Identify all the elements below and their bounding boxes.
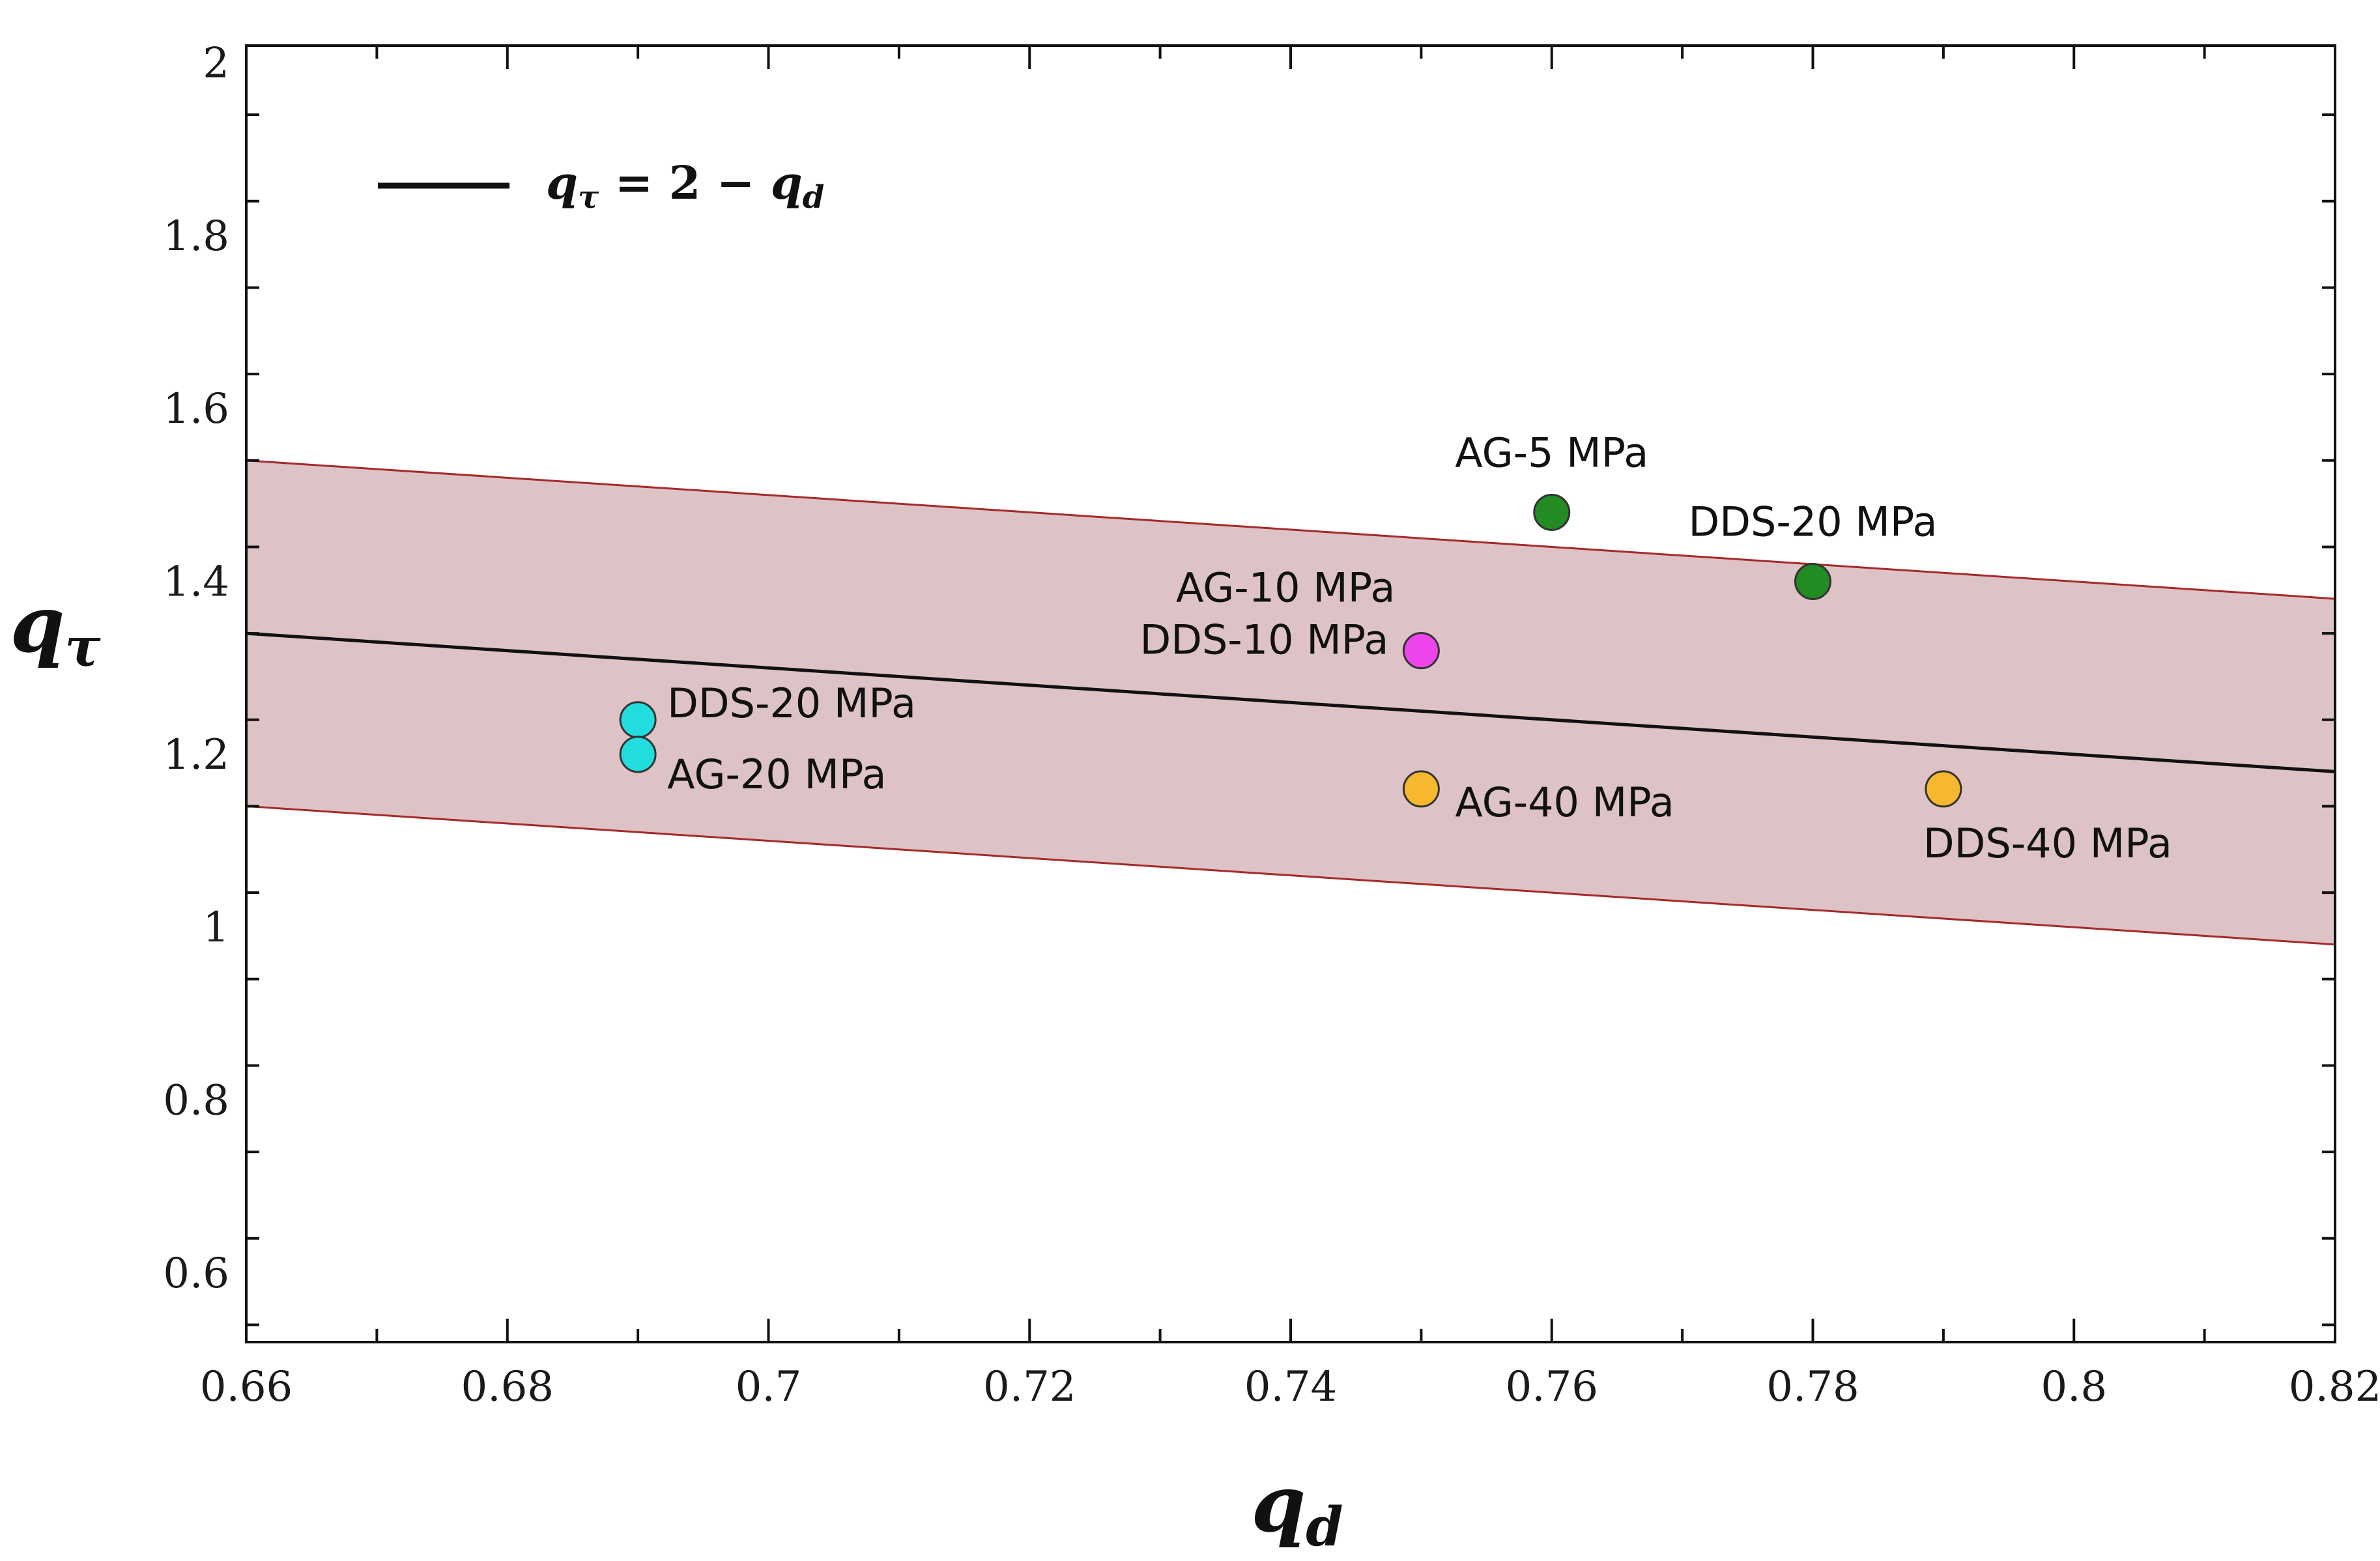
legend-label: qτ = 2 − qd: [546, 156, 824, 216]
data-point: [619, 736, 657, 773]
data-point-label: AG-40 MPa: [1455, 779, 1674, 826]
x-tick-label: 0.68: [461, 1363, 554, 1411]
y-axis-ticks: 0.6 0.8 1 1.2 1.4 1.6 1.8 2: [163, 40, 2335, 1326]
y-tick-label: 2: [203, 40, 229, 88]
x-axis-title: qd: [1251, 1458, 1343, 1558]
x-tick-label: 0.7: [736, 1363, 802, 1411]
x-axis-ticks: 0.66 0.68 0.7 0.72 0.74 0.76 0.78 0.8 0.82: [200, 46, 2380, 1411]
data-point: [1794, 563, 1831, 601]
x-tick-label: 0.76: [1506, 1363, 1599, 1411]
y-tick-label: 1: [203, 904, 229, 952]
data-point-label: DDS-10 MPa: [1140, 616, 1388, 664]
y-tick-label: 0.6: [163, 1250, 229, 1298]
x-tick-label: 0.66: [200, 1363, 293, 1411]
data-point: [1925, 770, 1962, 808]
y-tick-label: 1.4: [163, 558, 229, 607]
data-point: [619, 701, 657, 739]
band-upper-edge: [246, 459, 2336, 600]
x-tick-label: 0.78: [1766, 1363, 1859, 1411]
data-point-label: DDS-20 MPa: [1689, 498, 1938, 546]
data-point-label: DDS-20 MPa: [667, 680, 916, 727]
data-point-label: AG-20 MPa: [667, 751, 886, 798]
y-tick-label: 1.6: [163, 385, 229, 433]
data-point: [1402, 632, 1440, 670]
x-tick-label: 0.74: [1244, 1363, 1338, 1411]
x-tick-label: 0.82: [2289, 1363, 2380, 1411]
band-lower-edge: [246, 805, 2336, 946]
legend: qτ = 2 − qd: [378, 156, 824, 216]
data-point-label: AG-5 MPa: [1455, 429, 1648, 476]
y-tick-label: 1.8: [163, 212, 229, 261]
x-tick-label: 0.8: [2041, 1363, 2107, 1411]
y-tick-label: 1.2: [163, 731, 229, 779]
x-tick-label: 0.72: [983, 1363, 1076, 1411]
data-point: [1402, 770, 1440, 808]
data-point-label: AG-10 MPa: [1176, 564, 1395, 612]
reference-line: [246, 631, 2336, 773]
y-tick-label: 0.8: [163, 1077, 229, 1125]
y-axis-title: qτ: [10, 579, 101, 679]
data-point: [1533, 493, 1571, 531]
data-point-label: DDS-40 MPa: [1923, 820, 2172, 867]
